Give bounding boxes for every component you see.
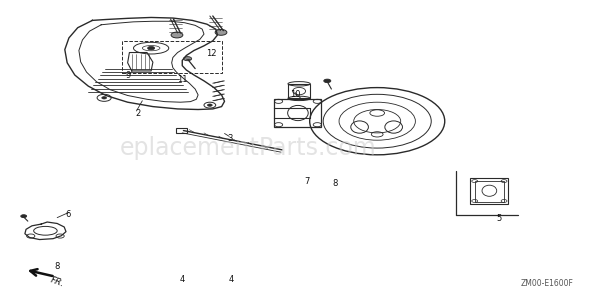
Circle shape bbox=[324, 79, 331, 83]
Text: 7: 7 bbox=[304, 177, 309, 186]
Circle shape bbox=[21, 215, 27, 218]
Bar bbox=[274, 99, 322, 127]
Bar bbox=[475, 181, 504, 201]
Circle shape bbox=[215, 30, 227, 35]
Bar bbox=[176, 128, 187, 133]
Text: 6: 6 bbox=[65, 210, 70, 219]
Text: 4: 4 bbox=[179, 275, 185, 284]
Bar bbox=[288, 84, 310, 99]
Text: 8: 8 bbox=[54, 262, 60, 271]
Text: 11: 11 bbox=[177, 75, 188, 84]
Circle shape bbox=[183, 57, 192, 61]
Text: 4: 4 bbox=[229, 275, 234, 284]
Circle shape bbox=[208, 104, 212, 106]
Bar bbox=[122, 41, 222, 73]
Text: FR.: FR. bbox=[50, 275, 66, 289]
Bar bbox=[470, 178, 508, 204]
Text: 5: 5 bbox=[497, 214, 502, 223]
Circle shape bbox=[148, 46, 155, 50]
Circle shape bbox=[171, 32, 183, 38]
Text: eplacementParts.com: eplacementParts.com bbox=[120, 135, 376, 160]
Text: ZM00-E1600F: ZM00-E1600F bbox=[521, 279, 574, 288]
Text: 2: 2 bbox=[135, 109, 140, 117]
Text: 12: 12 bbox=[206, 49, 217, 58]
Text: 10: 10 bbox=[290, 90, 300, 99]
Text: 9: 9 bbox=[125, 71, 130, 80]
Circle shape bbox=[102, 97, 107, 99]
Text: 3: 3 bbox=[228, 134, 233, 143]
Text: 8: 8 bbox=[332, 179, 337, 188]
